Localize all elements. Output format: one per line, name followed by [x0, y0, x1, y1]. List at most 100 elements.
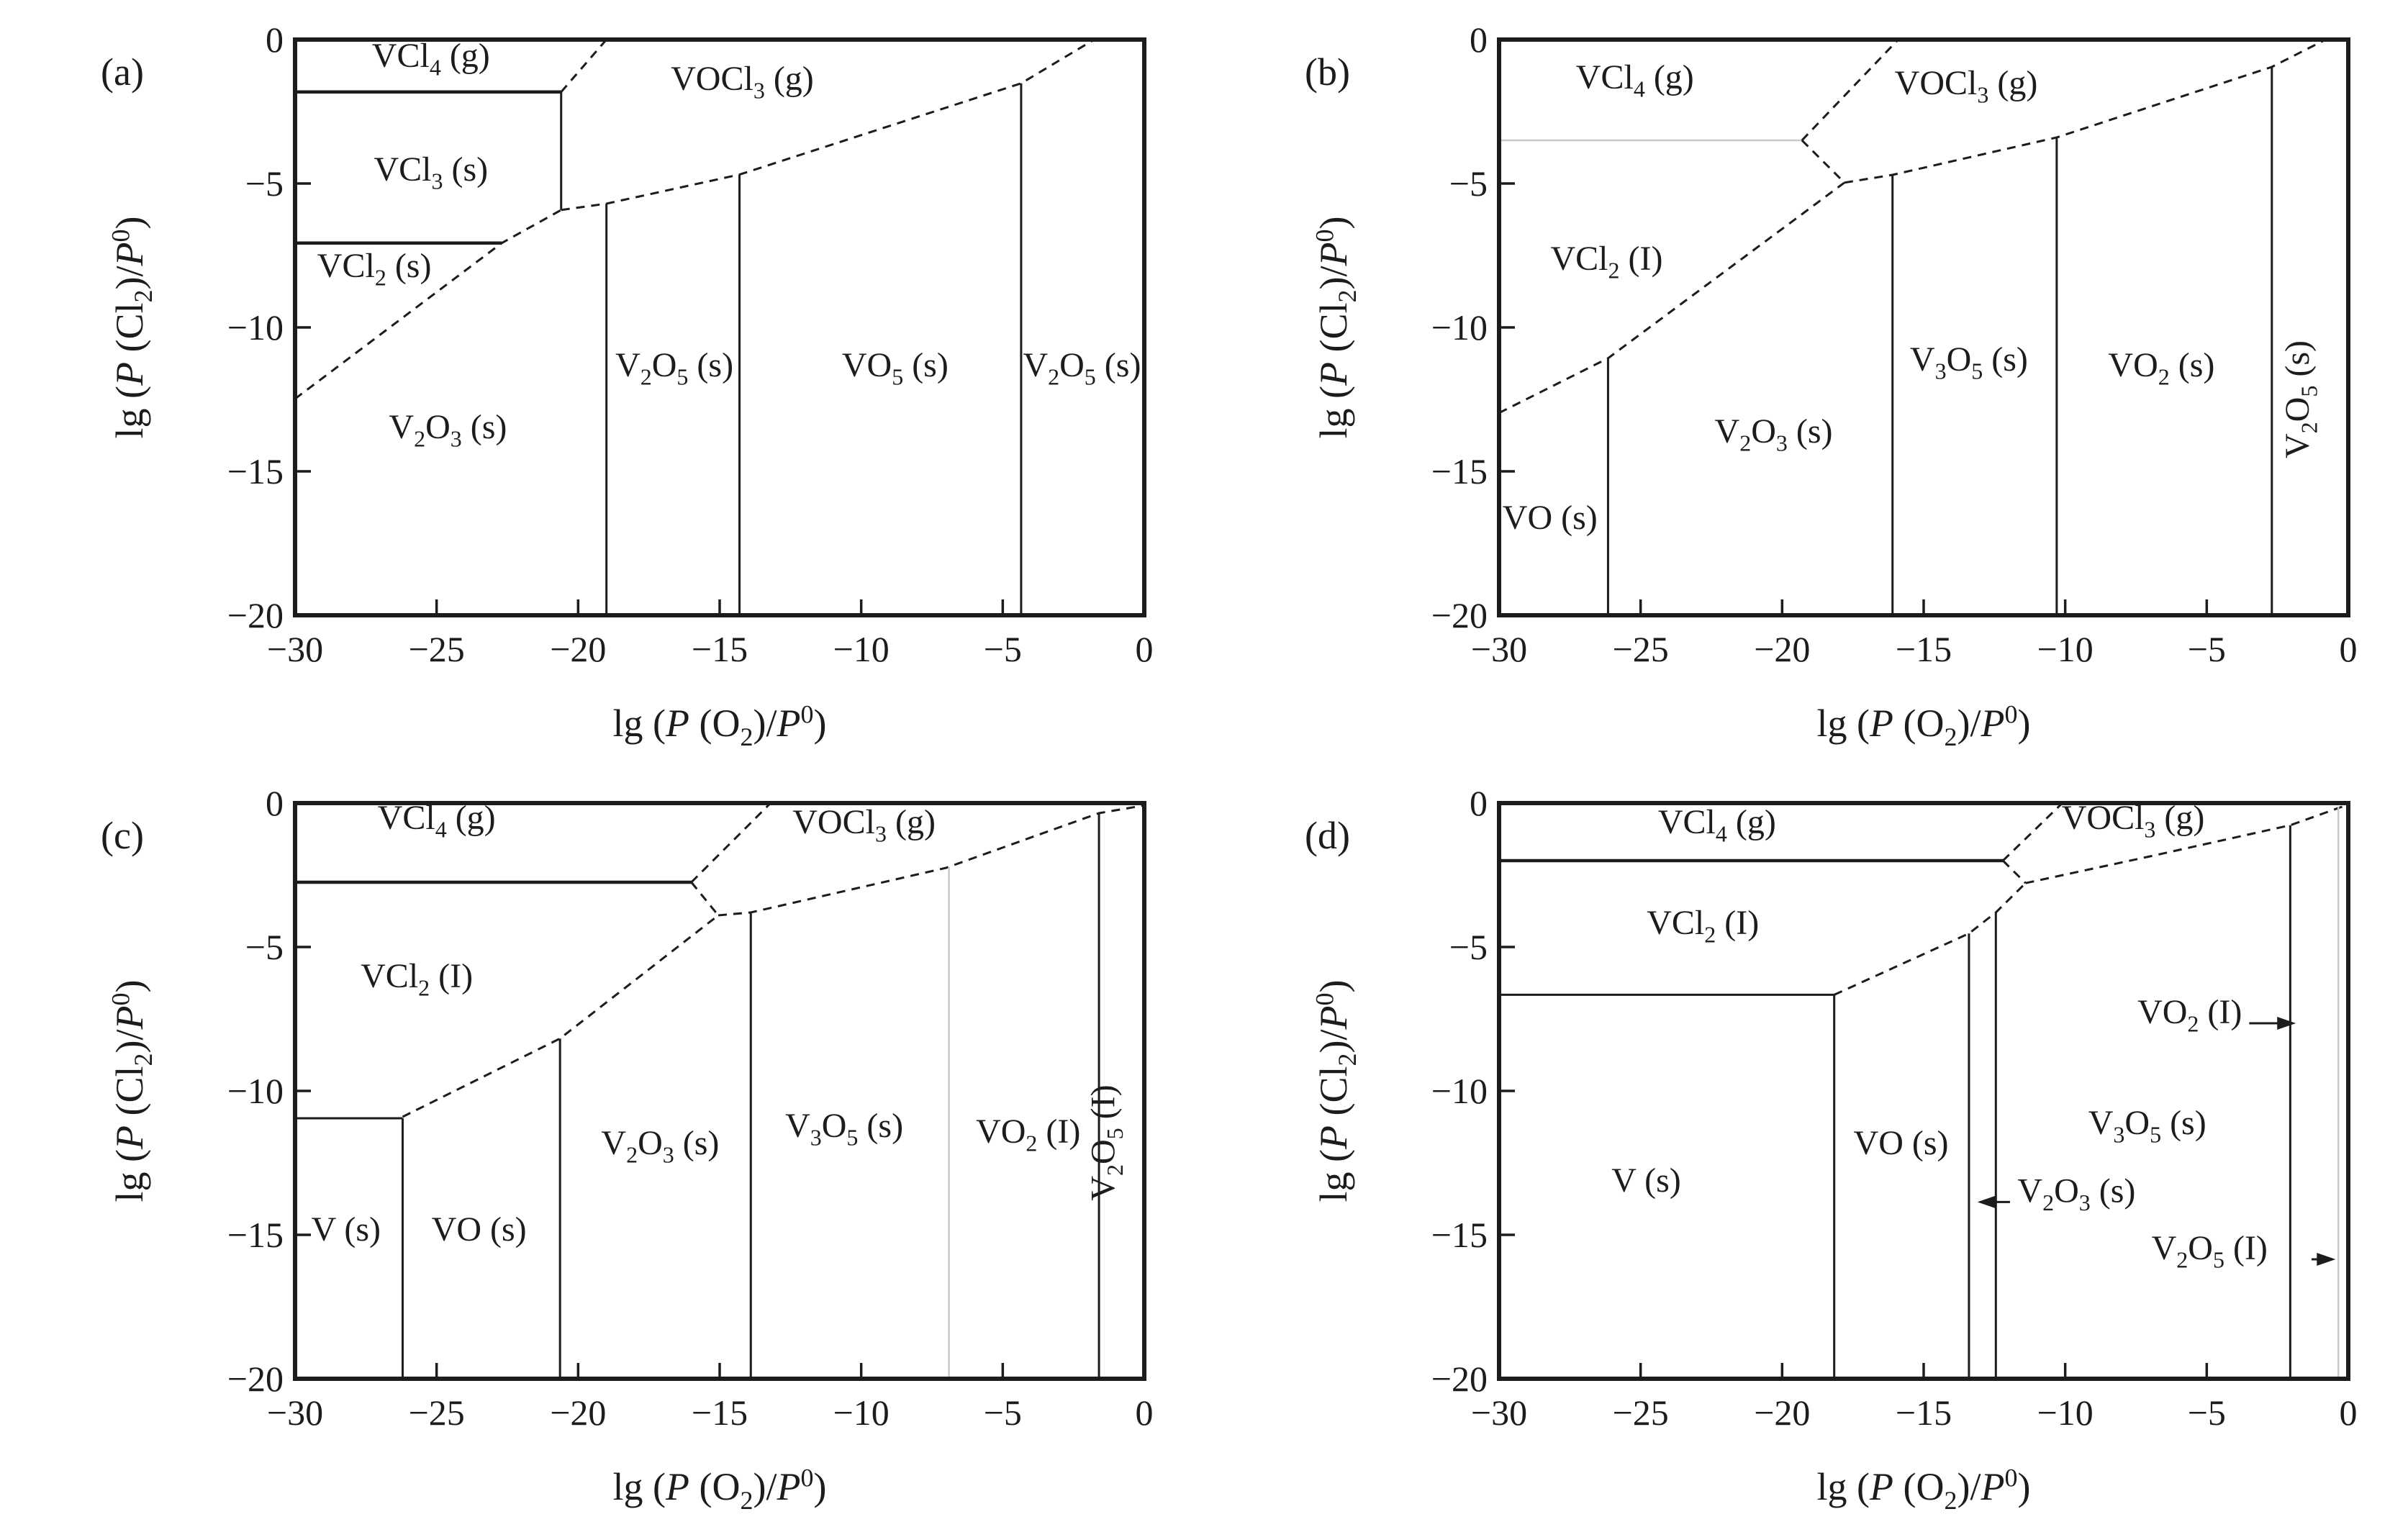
panel-a: −30 −25 −20 −15 −10 −5 0 0 −5 −10 −15 −20 VCl4 (g) VO… [0, 0, 1204, 764]
x-tick-label: −30 [1471, 1392, 1527, 1433]
x-tick-label: −20 [550, 1392, 606, 1433]
y-tick-label: −20 [227, 1359, 284, 1399]
x-tick-label: −15 [692, 629, 748, 669]
phase-diagram-b: −30 −25 −20 −15 −10 −5 0 0 −5 −10 −15 −20 VCl4 (g) VO… [1305, 19, 2358, 751]
x-tick-label: −10 [2037, 629, 2094, 669]
phase-diagram-a: −30 −25 −20 −15 −10 −5 0 0 −5 −10 −15 −20 VCl4 (g) VO… [101, 19, 1154, 751]
y-tick-label: −15 [227, 1215, 284, 1255]
region-label: V2O3 (s) [2017, 1172, 2135, 1215]
panel-letter: (c) [101, 814, 144, 857]
y-tick-label: −15 [1431, 1215, 1488, 1255]
region-label: V3O5 (s) [785, 1107, 903, 1151]
region-label: VO (s) [432, 1210, 527, 1249]
region-label: VO2 (I) [976, 1113, 1080, 1156]
y-tick-label: −10 [1431, 307, 1488, 348]
region-label: V2O5 (s) [1023, 346, 1141, 390]
region-label: VCl2 (I) [1550, 240, 1662, 284]
panel-c: −30 −25 −20 −15 −10 −5 0 0 −5 −10 −15 −20 VCl4 (g) VO… [0, 764, 1204, 1527]
y-axis-label: lg (P (Cl2)/P0) [1311, 217, 1362, 439]
y-tick-label: −15 [227, 451, 284, 491]
plot-border [1497, 801, 2350, 1381]
phase-boundary-dashed [2002, 802, 2063, 862]
region-label: V2O5 (s) [2278, 340, 2322, 458]
y-tick-label: −10 [227, 307, 284, 348]
panel-b: −30 −25 −20 −15 −10 −5 0 0 −5 −10 −15 −20 VCl4 (g) VO… [1204, 0, 2408, 764]
y-tick-label: −20 [1431, 595, 1488, 635]
region-label: V (s) [1611, 1161, 1680, 1200]
region-label: VCl2 (s) [317, 247, 432, 291]
region-label: V (s) [312, 1210, 381, 1249]
x-tick-label: −5 [984, 1392, 1022, 1433]
x-tick-label: 0 [2340, 629, 2358, 669]
x-tick-label: 0 [1136, 1392, 1154, 1433]
annotation-arrowhead [2317, 1253, 2336, 1266]
phase-boundary-dashed [1844, 38, 2327, 184]
phase-boundary-dashed [560, 39, 607, 93]
y-axis-label: lg (P (Cl2)/P0) [107, 217, 158, 439]
y-tick-label: −5 [245, 927, 284, 967]
region-label: VOCl3 (g) [2062, 799, 2205, 843]
region-label: V2O3 (s) [389, 408, 507, 452]
x-axis-label: lg (P (O2)/P0) [613, 700, 827, 751]
panel-letter: (b) [1305, 50, 1350, 94]
x-tick-label: 0 [1136, 629, 1154, 669]
x-tick-label: −20 [550, 629, 606, 669]
phase-diagram-c: −30 −25 −20 −15 −10 −5 0 0 −5 −10 −15 −20 VCl4 (g) VO… [101, 783, 1154, 1515]
region-label: VCl2 (I) [1647, 904, 1759, 948]
phase-boundary-dashed [294, 209, 562, 400]
region-label: V2O5 (s) [615, 346, 733, 390]
x-tick-label: −20 [1754, 1392, 1810, 1433]
region-label: VCl4 (g) [378, 799, 496, 843]
x-tick-label: −20 [1754, 629, 1810, 669]
y-tick-label: −20 [1431, 1359, 1488, 1399]
phase-boundary-dashed [1834, 882, 2027, 996]
region-label: V2O5 (I) [1085, 1084, 1128, 1200]
y-tick-label: 0 [1470, 19, 1488, 60]
phase-boundary-dashed [1801, 38, 1899, 142]
y-tick-label: −5 [1449, 927, 1488, 967]
region-label: VO (s) [1854, 1124, 1949, 1162]
x-tick-label: −15 [1896, 629, 1952, 669]
x-tick-label: −10 [833, 1392, 890, 1433]
y-tick-label: 0 [1470, 783, 1488, 823]
x-tick-label: −15 [692, 1392, 748, 1433]
region-label: VCl3 (s) [374, 150, 488, 194]
plot-border [293, 801, 1146, 1381]
plot-border [293, 37, 1146, 617]
region-label: V2O3 (s) [1715, 412, 1833, 456]
phase-boundary-dashed [690, 882, 720, 916]
panel-letter: (d) [1305, 814, 1350, 857]
x-tick-label: −5 [2188, 629, 2226, 669]
x-axis-label: lg (P (O2)/P0) [1817, 1464, 2031, 1515]
phase-diagram-d: −30 −25 −20 −15 −10 −5 0 0 −5 −10 −15 −20 VCl4 (g) VO… [1305, 783, 2358, 1515]
x-tick-label: −10 [833, 629, 890, 669]
y-tick-label: −5 [1449, 163, 1488, 204]
region-label: VCl4 (g) [1576, 58, 1694, 102]
x-axis-label: lg (P (O2)/P0) [1817, 700, 2031, 751]
region-label: VOCl3 (g) [1895, 64, 2038, 108]
region-label: VOCl3 (g) [792, 803, 936, 847]
y-tick-label: 0 [266, 19, 284, 60]
phase-boundary-dashed [718, 804, 1145, 917]
x-tick-label: −10 [2037, 1392, 2094, 1433]
y-tick-label: −20 [227, 595, 284, 635]
x-tick-label: −25 [1613, 629, 1669, 669]
region-label: V3O5 (s) [2088, 1104, 2206, 1148]
region-label: VO5 (s) [842, 346, 949, 390]
phase-boundary-dashed [1498, 181, 1845, 414]
x-tick-label: 0 [2340, 1392, 2358, 1433]
region-label: V2O5 (I) [2152, 1229, 2268, 1273]
phase-boundary-dashed [1801, 139, 1845, 183]
y-tick-label: −10 [1431, 1071, 1488, 1111]
region-label: VO (s) [1503, 499, 1598, 537]
y-axis-label: lg (P (Cl2)/P0) [107, 980, 158, 1202]
x-tick-label: −5 [2188, 1392, 2226, 1433]
y-tick-label: −5 [245, 163, 284, 204]
region-label: VOCl3 (g) [671, 60, 814, 104]
panel-letter: (a) [101, 50, 144, 94]
x-tick-label: −30 [267, 1392, 323, 1433]
x-tick-label: −25 [1613, 1392, 1669, 1433]
x-tick-label: −30 [1471, 629, 1527, 669]
x-tick-label: −25 [409, 1392, 465, 1433]
